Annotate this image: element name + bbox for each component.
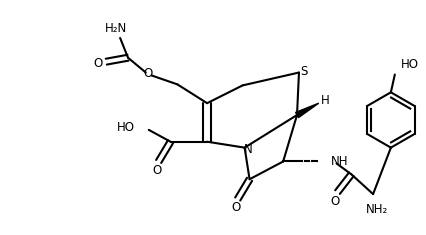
Text: H₂N: H₂N: [105, 22, 127, 35]
Text: N: N: [244, 143, 252, 156]
Text: NH₂: NH₂: [365, 204, 387, 216]
Polygon shape: [295, 103, 318, 118]
Text: O: O: [94, 57, 103, 70]
Text: S: S: [299, 65, 307, 78]
Text: O: O: [143, 67, 152, 80]
Text: NH: NH: [330, 155, 347, 168]
Text: HO: HO: [117, 121, 135, 134]
Text: O: O: [329, 195, 338, 208]
Text: O: O: [152, 164, 161, 177]
Text: HO: HO: [400, 58, 418, 71]
Text: H: H: [320, 94, 329, 107]
Text: O: O: [230, 201, 240, 214]
